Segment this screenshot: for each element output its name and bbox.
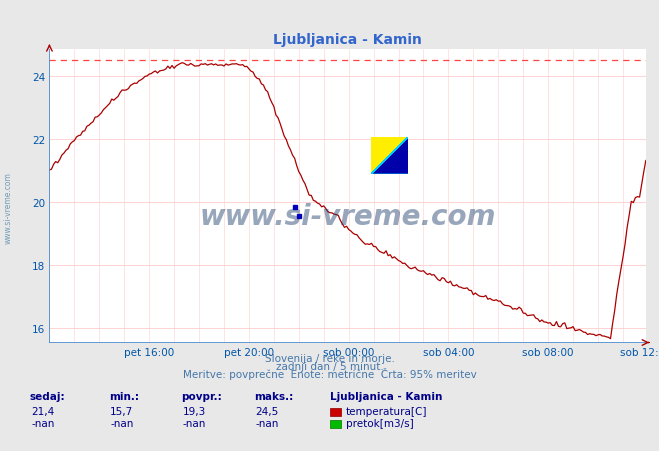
Polygon shape bbox=[372, 138, 408, 174]
Text: pretok[m3/s]: pretok[m3/s] bbox=[346, 418, 414, 428]
Text: www.si-vreme.com: www.si-vreme.com bbox=[3, 171, 13, 244]
Text: povpr.:: povpr.: bbox=[181, 391, 222, 401]
Title: Ljubljanica - Kamin: Ljubljanica - Kamin bbox=[273, 33, 422, 47]
Text: -nan: -nan bbox=[31, 418, 55, 428]
Text: Meritve: povprečne  Enote: metrične  Črta: 95% meritev: Meritve: povprečne Enote: metrične Črta:… bbox=[183, 367, 476, 379]
Polygon shape bbox=[372, 138, 408, 174]
Polygon shape bbox=[372, 138, 408, 174]
Text: maks.:: maks.: bbox=[254, 391, 293, 401]
Text: -nan: -nan bbox=[183, 418, 206, 428]
Text: 15,7: 15,7 bbox=[110, 406, 134, 416]
Text: 24,5: 24,5 bbox=[255, 406, 279, 416]
Text: 21,4: 21,4 bbox=[31, 406, 55, 416]
Text: zadnji dan / 5 minut.: zadnji dan / 5 minut. bbox=[275, 361, 384, 371]
Text: temperatura[C]: temperatura[C] bbox=[346, 406, 428, 416]
Text: min.:: min.: bbox=[109, 391, 139, 401]
Text: sedaj:: sedaj: bbox=[30, 391, 65, 401]
Text: www.si-vreme.com: www.si-vreme.com bbox=[200, 203, 496, 230]
Text: 19,3: 19,3 bbox=[183, 406, 206, 416]
Text: -nan: -nan bbox=[110, 418, 134, 428]
Text: Slovenija / reke in morje.: Slovenija / reke in morje. bbox=[264, 353, 395, 363]
Text: Ljubljanica - Kamin: Ljubljanica - Kamin bbox=[330, 391, 442, 401]
Text: -nan: -nan bbox=[255, 418, 279, 428]
